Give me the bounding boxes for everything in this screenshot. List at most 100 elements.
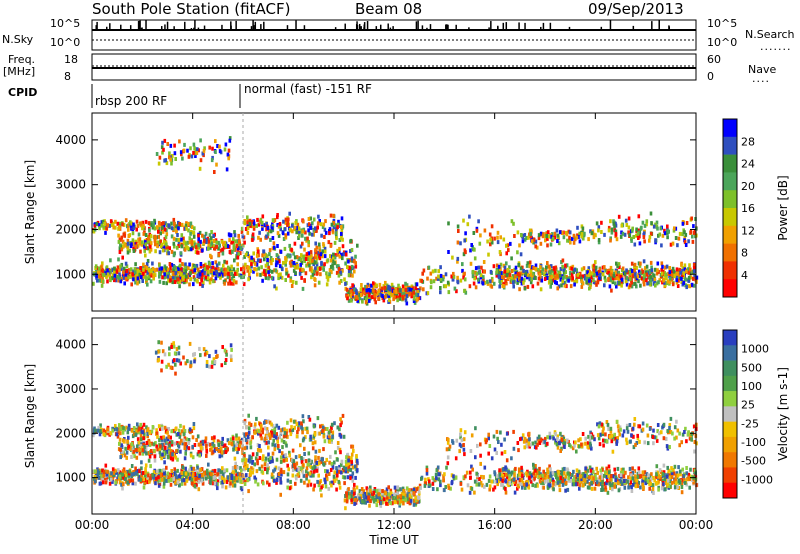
echo-cell xyxy=(333,460,336,465)
echo-cell xyxy=(356,298,359,303)
echo-cell xyxy=(130,442,134,447)
echo-cell xyxy=(187,221,190,226)
echo-cell xyxy=(324,230,328,235)
echo-cell xyxy=(195,245,198,250)
echo-cell xyxy=(693,274,696,279)
echo-cell xyxy=(574,237,577,242)
echo-cell xyxy=(483,280,487,285)
echo-cell xyxy=(159,444,162,449)
echo-cell xyxy=(198,230,202,235)
echo-cell xyxy=(208,262,212,267)
echo-cell xyxy=(144,242,148,247)
echo-cell xyxy=(271,442,274,447)
nsky-tick-top: 10^5 xyxy=(50,17,81,30)
echo-cell xyxy=(246,463,249,468)
echo-cell xyxy=(677,272,681,277)
echo-cell xyxy=(234,239,237,244)
echo-cell xyxy=(218,272,221,277)
echo-cell xyxy=(142,267,145,272)
echo-cell xyxy=(179,423,182,428)
echo-cell xyxy=(153,273,157,278)
echo-cell xyxy=(294,481,297,486)
echo-cell xyxy=(645,219,649,224)
echo-cell xyxy=(530,265,534,270)
echo-cell xyxy=(131,238,135,243)
echo-cell xyxy=(241,451,244,456)
echo-cell xyxy=(281,231,285,236)
echo-cell xyxy=(257,222,261,227)
echo-cell xyxy=(214,238,218,243)
echo-cell xyxy=(122,425,125,430)
echo-cell xyxy=(322,267,325,272)
echo-cell xyxy=(136,276,140,281)
echo-cell xyxy=(607,271,610,275)
echo-cell xyxy=(384,280,387,285)
echo-cell xyxy=(212,475,216,480)
echo-cell xyxy=(366,489,369,494)
echo-cell xyxy=(267,266,270,271)
echo-cell xyxy=(631,228,634,233)
echo-cell xyxy=(299,466,303,471)
echo-cell xyxy=(243,479,246,484)
echo-cell xyxy=(168,275,171,280)
echo-cell xyxy=(442,274,445,279)
echo-cell xyxy=(369,488,372,493)
echo-cell xyxy=(189,276,193,281)
echo-cell xyxy=(587,266,591,271)
echo-cell xyxy=(246,215,249,220)
echo-cell xyxy=(565,275,568,279)
echo-cell xyxy=(638,234,641,239)
echo-cell xyxy=(279,227,282,232)
echo-cell xyxy=(313,440,317,445)
echo-cell xyxy=(117,468,120,473)
echo-cell xyxy=(256,258,260,263)
echo-cell xyxy=(208,354,211,359)
nsearch-tick-top: 10^5 xyxy=(707,17,738,30)
echo-cell xyxy=(273,434,276,438)
echo-cell xyxy=(235,433,238,438)
echo-cell xyxy=(211,474,214,479)
echo-cell xyxy=(303,247,306,252)
echo-cell xyxy=(503,269,506,274)
echo-cell xyxy=(232,281,235,286)
echo-cell xyxy=(580,267,584,272)
echo-cell xyxy=(407,490,410,495)
echo-cell xyxy=(398,288,402,293)
echo-cell xyxy=(475,228,479,233)
echo-cell xyxy=(596,280,600,285)
echo-cell xyxy=(171,452,174,457)
echo-cell xyxy=(330,270,333,275)
echo-cell xyxy=(350,298,353,303)
echo-cell xyxy=(231,480,235,485)
echo-cell xyxy=(251,237,254,242)
echo-cell xyxy=(615,237,619,242)
echo-cell xyxy=(365,495,368,500)
echo-cell xyxy=(377,289,380,294)
echo-cell xyxy=(669,242,673,247)
echo-cell xyxy=(198,453,201,458)
echo-cell xyxy=(572,240,576,245)
echo-cell xyxy=(341,256,344,261)
echo-cell xyxy=(232,237,235,242)
echo-cell xyxy=(355,295,358,299)
echo-cell xyxy=(177,444,181,449)
echo-cell xyxy=(158,279,162,284)
echo-cell xyxy=(358,296,362,301)
echo-cell xyxy=(408,501,412,506)
echo-cell xyxy=(237,233,240,238)
echo-cell xyxy=(301,463,305,468)
echo-cell xyxy=(480,273,483,278)
echo-cell xyxy=(103,429,107,434)
echo-cell xyxy=(398,296,402,301)
echo-cell xyxy=(313,226,317,231)
echo-cell xyxy=(169,456,173,461)
echo-cell xyxy=(285,431,288,436)
echo-cell xyxy=(352,491,356,496)
echo-cell xyxy=(282,219,285,224)
echo-cell xyxy=(322,462,326,467)
echo-cell xyxy=(406,497,409,502)
echo-cell xyxy=(234,447,238,452)
echo-cell xyxy=(623,270,627,275)
echo-cell xyxy=(342,252,345,257)
echo-cell xyxy=(188,240,192,245)
